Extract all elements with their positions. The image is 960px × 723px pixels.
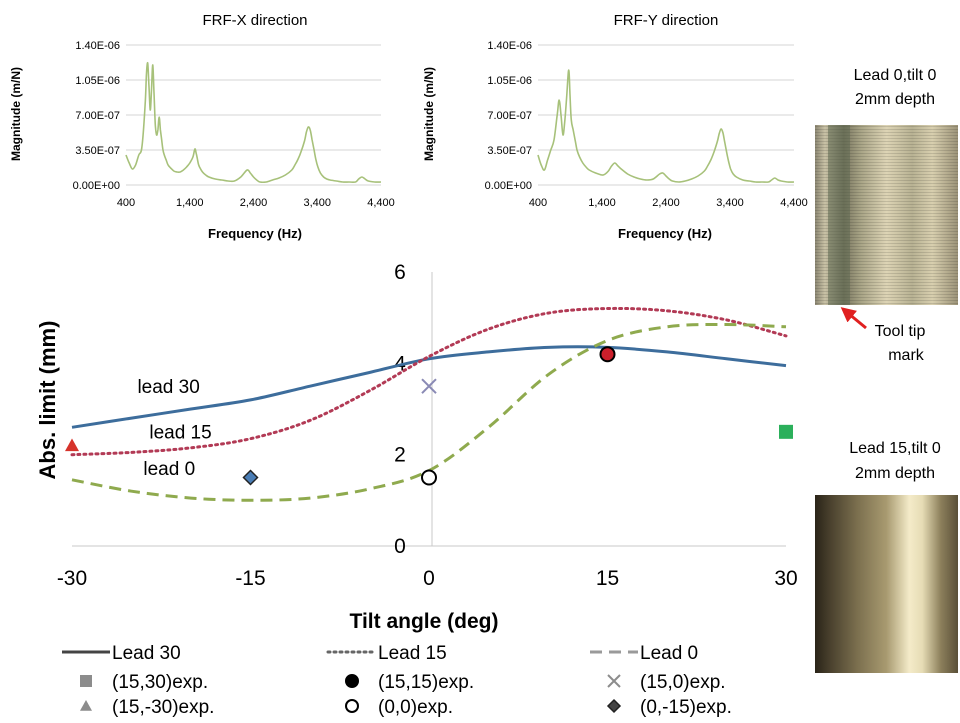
main-x-tick-label: 30 [774,567,797,590]
frf-y-chart: FRF-Y direction 0.00E+00 3.50E-07 7.00E-07… [422,12,808,241]
main-x-tick-label: -15 [235,567,265,590]
legend-marker-swatch [80,675,92,687]
frf-x-gridlines [126,44,381,186]
y-tick-label: 1.40E-06 [75,40,120,52]
y-tick-label: 3.50E-07 [487,145,532,157]
legend-experiment-label: (15,-30)exp. [112,697,214,718]
main-series [70,306,788,502]
frf-y-series-line [537,69,795,183]
legend-series-label: Lead 0 [640,643,698,664]
legend-marker-swatch [345,674,359,688]
experiment-point [421,469,437,486]
photo1-tool-mark-band [828,125,850,305]
main-experiment-points [65,346,793,486]
x-tick-label: 1,400 [588,197,616,209]
frf-x-y-axis-label: Magnitude (m/N) [9,67,23,161]
frf-x-x-ticks: 400 1,400 2,400 3,400 4,400 [117,197,395,209]
y-tick-label: 1.05E-06 [487,75,532,87]
legend-marker-swatch [80,700,92,711]
x-tick-label: 400 [529,197,547,209]
legend-experiment-label: (0,0)exp. [378,697,453,718]
x-tick-label: 2,400 [652,197,680,209]
photo2-caption-line1: Lead 15,tilt 0 [849,440,941,457]
y-tick-label: 7.00E-07 [487,110,532,122]
main-x-tick-label: -30 [57,567,87,590]
series-line-lead-15 [70,306,788,457]
photo2-machined-surface [815,495,958,673]
main-y-axis-label: Abs. limit (mm) [35,321,60,480]
main-y-tick-label: 6 [394,261,406,284]
curve-label: lead 15 [149,423,211,444]
main-y-tick-label: 0 [394,535,406,558]
photo1-caption-line1: Lead 0,tilt 0 [854,67,937,84]
y-tick-label: 0.00E+00 [73,180,120,192]
frf-x-title: FRF-X direction [202,12,307,29]
main-x-tick-label: 15 [596,567,619,590]
photo2-caption-line2: 2mm depth [855,465,935,482]
frf-y-y-ticks: 0.00E+00 3.50E-07 7.00E-07 1.05E-06 1.40E-06 [485,40,532,192]
frf-y-gridlines [538,44,794,186]
main-x-ticks: -30 -15 0 15 30 [57,567,798,590]
curve-label: lead 0 [143,459,195,480]
experiment-point [242,469,259,486]
main-y-tick-label: 2 [394,444,406,467]
legend-series-label: Lead 15 [378,643,447,664]
main-x-axis-label: Tilt angle (deg) [350,610,499,633]
legend-experiment-label: (15,30)exp. [112,672,208,693]
x-tick-label: 3,400 [716,197,744,209]
legend-experiment-label: (15,0)exp. [640,672,726,693]
photo-panel-lead15: Lead 15,tilt 0 2mm depth [815,440,958,673]
photo-panel-lead0: Lead 0,tilt 0 2mm depth Tool tip mark [815,67,958,364]
frf-x-y-ticks: 0.00E+00 3.50E-07 7.00E-07 1.05E-06 1.40E-06 [73,40,120,192]
x-tick-label: 400 [117,197,135,209]
frf-y-y-axis-label: Magnitude (m/N) [422,67,436,161]
tool-tip-arrow [840,307,867,330]
main-legend: Lead 30 Lead 15 Lead 0 (15,30)exp. (15,15)ex… [62,643,732,718]
legend-marker-swatch [607,674,621,688]
legend-experiment-label: (0,-15)exp. [640,697,732,718]
frf-y-x-ticks: 400 1,400 2,400 3,400 4,400 [529,197,808,209]
experiment-point [421,378,437,394]
x-tick-label: 2,400 [240,197,268,209]
y-tick-label: 7.00E-07 [75,110,120,122]
series-line-lead-30 [71,345,787,429]
y-tick-label: 0.00E+00 [485,180,532,192]
frf-y-x-axis-label: Frequency (Hz) [618,226,712,241]
tool-tip-label-line2: mark [888,347,925,364]
frf-x-series-line [125,61,382,184]
x-tick-label: 4,400 [367,197,395,209]
x-tick-label: 3,400 [303,197,331,209]
y-tick-label: 1.40E-06 [487,40,532,52]
photo1-caption-line2: 2mm depth [855,91,935,108]
tool-tip-label-line1: Tool tip [875,323,926,340]
legend-marker-swatch [606,698,622,714]
y-tick-label: 3.50E-07 [75,145,120,157]
experiment-point [599,346,616,363]
legend-experiment-label: (15,15)exp. [378,672,474,693]
x-tick-label: 1,400 [176,197,204,209]
curve-label: lead 30 [137,377,199,398]
main-x-tick-label: 0 [423,567,435,590]
main-curve-labels: lead 30 lead 15 lead 0 [137,377,211,480]
legend-marker-swatch [345,699,359,713]
experiment-point [65,438,79,452]
series-line-lead-0 [71,322,787,502]
y-tick-label: 1.05E-06 [75,75,120,87]
frf-x-x-axis-label: Frequency (Hz) [208,226,302,241]
x-tick-label: 4,400 [780,197,808,209]
frf-x-chart: FRF-X direction 0.00E+00 3.50E-07 7.00E-07… [9,12,395,241]
legend-series-label: Lead 30 [112,643,181,664]
frf-y-title: FRF-Y direction [614,12,719,29]
experiment-point [779,424,793,439]
